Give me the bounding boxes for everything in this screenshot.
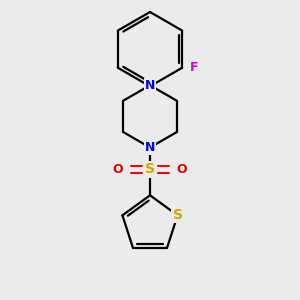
Text: O: O — [113, 163, 124, 176]
Text: S: S — [145, 163, 155, 176]
Text: F: F — [190, 61, 199, 74]
Text: S: S — [172, 208, 183, 222]
Text: N: N — [145, 79, 155, 92]
Text: O: O — [176, 163, 187, 176]
Text: N: N — [145, 141, 155, 154]
